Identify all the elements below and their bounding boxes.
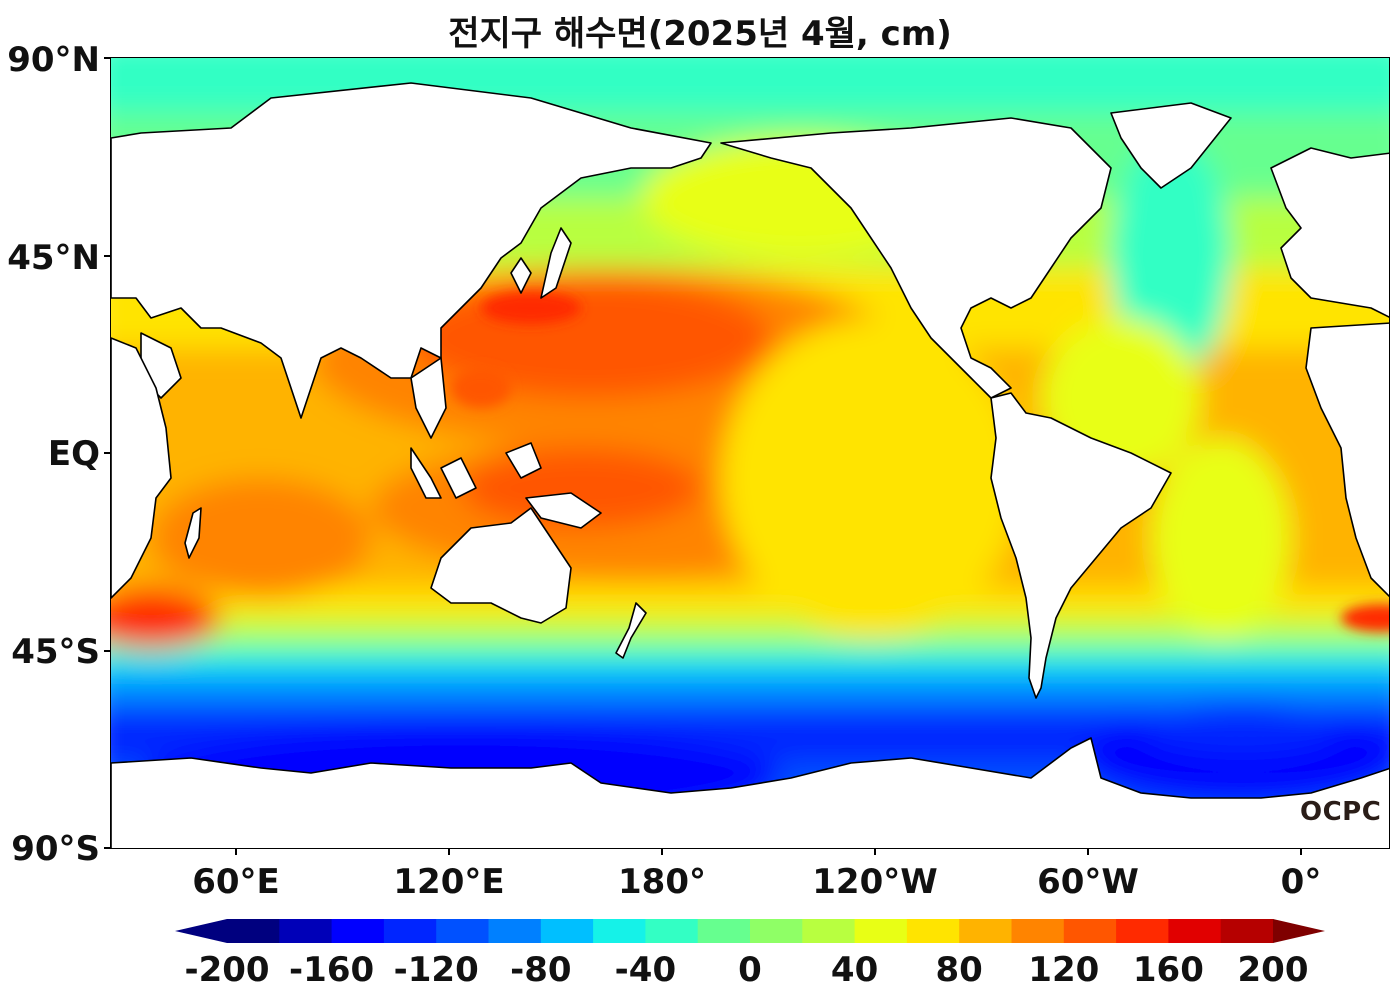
sea-level-field [111, 58, 1389, 848]
lon-label-120w: 120°W [812, 862, 938, 902]
lat-tick [104, 255, 110, 257]
colorbar-tick-label: -80 [510, 950, 572, 990]
colorbar-segment [750, 919, 803, 943]
colorbar-segment [854, 919, 908, 943]
lat-label-45s: 45°S [11, 632, 100, 672]
colorbar-under-arrow [175, 919, 227, 943]
lon-tick [874, 849, 876, 855]
colorbar-segment [279, 919, 333, 943]
colorbar-segment [1168, 919, 1222, 943]
ocpc-logo: OCPC [1300, 797, 1382, 827]
lon-tick [448, 849, 450, 855]
colorbar-segment [959, 919, 1012, 943]
colorbar [175, 919, 1325, 943]
lat-tick [104, 650, 110, 652]
lon-label-120e: 120°E [393, 862, 505, 902]
colorbar-segment [436, 919, 489, 943]
map-title: 전지구 해수면(2025년 4월, cm) [448, 14, 952, 54]
lat-label-90s: 90°S [11, 829, 100, 869]
colorbar-segment [593, 919, 646, 943]
colorbar-tick-label: 120 [1028, 950, 1100, 990]
colorbar-segment [1220, 919, 1274, 943]
lat-label-90n: 90°N [7, 40, 100, 80]
lon-label-60e: 60°E [192, 862, 280, 902]
colorbar-segment [645, 919, 699, 943]
colorbar-segment [488, 919, 542, 943]
colorbar-segment [1063, 919, 1117, 943]
lon-label-180: 180° [618, 862, 706, 902]
lon-label-60w: 60°W [1037, 862, 1139, 902]
colorbar-tick-label: 80 [935, 950, 983, 990]
lon-label-0: 0° [1280, 862, 1322, 902]
lon-tick [235, 849, 237, 855]
lon-tick [661, 849, 663, 855]
colorbar-segment [540, 919, 594, 943]
colorbar-tick-label: 160 [1132, 950, 1204, 990]
colorbar-segment [383, 919, 437, 943]
colorbar-tick-label: -40 [614, 950, 677, 990]
colorbar-segment [1116, 919, 1169, 943]
colorbar-tick-label: 200 [1237, 950, 1309, 990]
lat-tick [104, 57, 110, 59]
colorbar-tick-label: 40 [830, 950, 879, 990]
lon-tick [1087, 849, 1089, 855]
colorbar-segment [1011, 919, 1065, 943]
lat-tick [104, 452, 110, 454]
colorbar-segment [906, 919, 960, 943]
lon-tick [1300, 849, 1302, 855]
lat-tick [104, 847, 110, 849]
sea-level-map [110, 57, 1390, 849]
colorbar-segment [331, 919, 385, 943]
colorbar-tick-label: -160 [289, 950, 375, 990]
colorbar-segment [227, 919, 280, 943]
lat-label-eq: EQ [47, 434, 100, 474]
colorbar-tick-label: -120 [393, 950, 479, 990]
colorbar-over-arrow [1273, 919, 1325, 943]
colorbar-segment [697, 919, 751, 943]
colorbar-tick-label: -200 [184, 950, 270, 990]
colorbar-tick-label: 0 [738, 950, 762, 990]
lat-label-45n: 45°N [7, 238, 100, 278]
colorbar-segment [802, 919, 856, 943]
